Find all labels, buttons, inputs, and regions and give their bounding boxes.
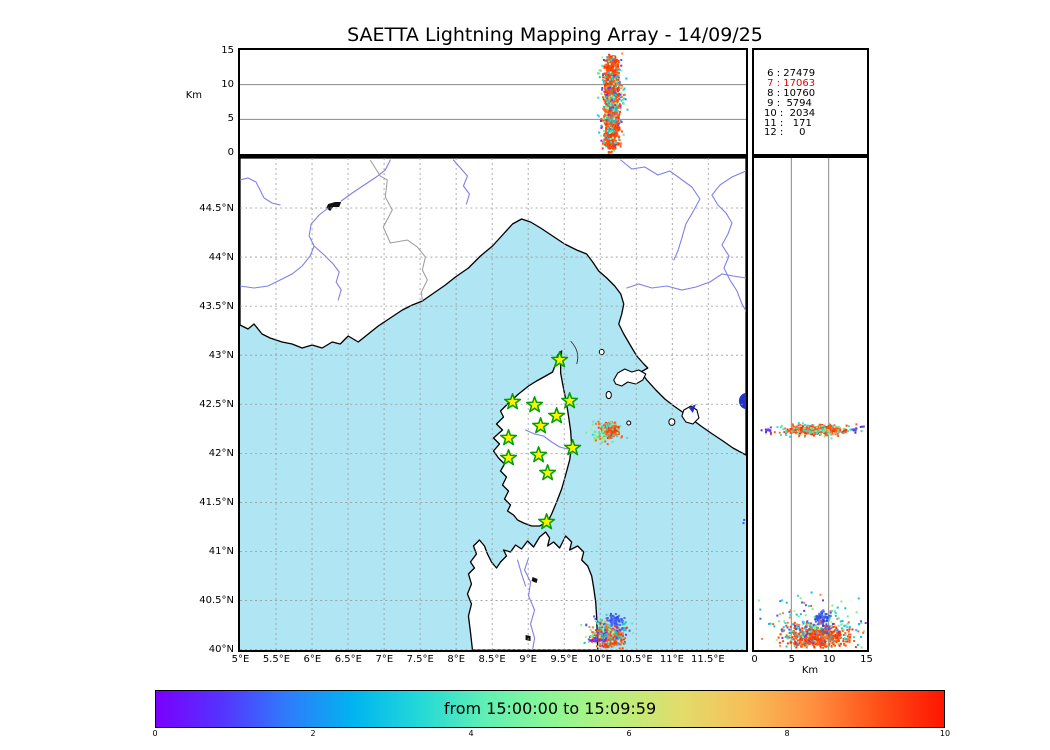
altitude-axis-label: Km [185, 90, 202, 101]
edge-lake [738, 393, 746, 409]
lon-tick-label: 8.5°E [478, 654, 506, 665]
colorbar-tick-label: 6 [626, 729, 632, 738]
lma-station-star [499, 429, 518, 446]
colorbar-tick-label: 0 [152, 729, 158, 738]
page-title: SAETTA Lightning Mapping Array - 14/09/2… [347, 24, 763, 46]
lightning-scatter-map-view [580, 420, 746, 650]
source-count-stats-box: 6 : 27479 7 : 17063 8 : 10760 9 : 5794 10… [752, 48, 869, 156]
lat-tick-label: 41°N [208, 545, 234, 557]
right-xtick-label: 0 [751, 654, 758, 665]
lma-station-star [538, 513, 556, 530]
altitude-count-row: 9 : 5794 [764, 97, 812, 109]
mainland-coast [240, 158, 746, 456]
lat-tick-label: 40°N [208, 644, 234, 656]
colorbar-tick-label: 10 [939, 729, 951, 738]
lon-tick-label: 5°E [231, 654, 250, 665]
sardinia-lake-1 [531, 577, 538, 583]
top-ytick-label: 10 [221, 78, 234, 90]
colorbar-tick-label: 8 [784, 729, 790, 738]
capraia-island [605, 390, 612, 400]
montecristo-island [626, 420, 632, 426]
time-colorbar: from 15:00:00 to 15:09:59 [155, 690, 945, 728]
lat-tick-label: 44°N [208, 251, 234, 263]
lon-tick-label: 7.5°E [406, 654, 434, 665]
lat-tick-label: 43°N [208, 349, 234, 361]
colorbar-tick-label: 4 [468, 729, 474, 738]
lma-station-star [526, 396, 544, 413]
sea-contour-line [570, 340, 579, 365]
altitude-count-row: 6 : 27479 [764, 68, 816, 79]
lma-station-star [503, 393, 522, 410]
top-ytick-label: 15 [221, 44, 234, 56]
serre-poncon-lake [326, 202, 342, 211]
lon-tick-label: 10°E [587, 654, 613, 665]
altitude-count-row: 7 : 17063 [764, 77, 816, 89]
right-xtick-label: 10 [822, 654, 836, 665]
rivers [240, 159, 746, 650]
lon-tick-label: 5.5°E [262, 654, 291, 665]
map-plot [240, 158, 746, 650]
lma-station-star [548, 407, 566, 424]
time-window-label: from 15:00:00 to 15:09:59 [443, 699, 657, 718]
altitude-count-row: 12 : 0 [764, 127, 806, 139]
lat-tick-label: 44.5°N [199, 202, 234, 214]
altitude-latitude-plot [757, 158, 867, 650]
altitude-count-row: 11 : 171 [764, 117, 812, 129]
lat-tick-label: 42.5°N [199, 398, 234, 410]
lma-station-star [561, 392, 579, 409]
lat-tick-label: 43.5°N [199, 300, 234, 312]
altitude-axis-label-right: Km [801, 665, 819, 676]
altitude-gridlines-right [790, 158, 830, 650]
altitude-gridlines [240, 84, 746, 120]
lon-tick-label: 9°E [519, 654, 537, 665]
lon-tick-label: 9.5°E [550, 654, 578, 665]
altitude-longitude-panel [238, 48, 748, 156]
lon-tick-label: 11°E [659, 654, 684, 665]
lightning-scatter-latitude-view [757, 422, 867, 649]
lat-tick-label: 40.5°N [199, 595, 234, 607]
lon-tick-label: 10.5°E [619, 654, 653, 665]
lightning-scatter-longitude-view [596, 52, 629, 154]
colorbar-tick-label: 2 [310, 729, 316, 738]
top-ytick-label: 5 [227, 113, 234, 125]
lon-tick-label: 11.5°E [691, 654, 725, 665]
elba-island [613, 368, 647, 387]
right-xtick-label: 15 [860, 654, 873, 665]
lma-station-markers [499, 351, 582, 530]
lma-station-star [539, 464, 557, 481]
lma-station-star [564, 439, 582, 456]
altitude-count-row: 10 : 2034 [764, 107, 816, 119]
france-italy-border [369, 159, 428, 302]
lon-tick-label: 6.5°E [334, 654, 362, 665]
altitude-latitude-panel [752, 156, 869, 652]
altitude-count-row: 8 : 10760 [764, 87, 816, 99]
lon-tick-label: 8°E [447, 654, 466, 665]
altitude-longitude-plot [240, 52, 746, 154]
orbetello-lagoon [688, 404, 696, 413]
corsica-island [492, 350, 573, 527]
lma-station-star [499, 449, 518, 466]
lon-tick-label: 7°E [375, 654, 394, 665]
map-graticule [240, 158, 746, 650]
lma-station-star [530, 446, 548, 463]
lat-tick-label: 42°N [208, 447, 234, 459]
lat-tick-label: 41.5°N [199, 496, 234, 508]
sardinia-island [466, 531, 599, 650]
lma-station-star [532, 417, 550, 434]
top-ytick-label: 0 [227, 147, 234, 159]
lon-tick-label: 6°E [303, 654, 322, 665]
map-panel [238, 156, 748, 652]
lma-station-star [551, 351, 569, 368]
right-xtick-label: 5 [788, 654, 796, 665]
